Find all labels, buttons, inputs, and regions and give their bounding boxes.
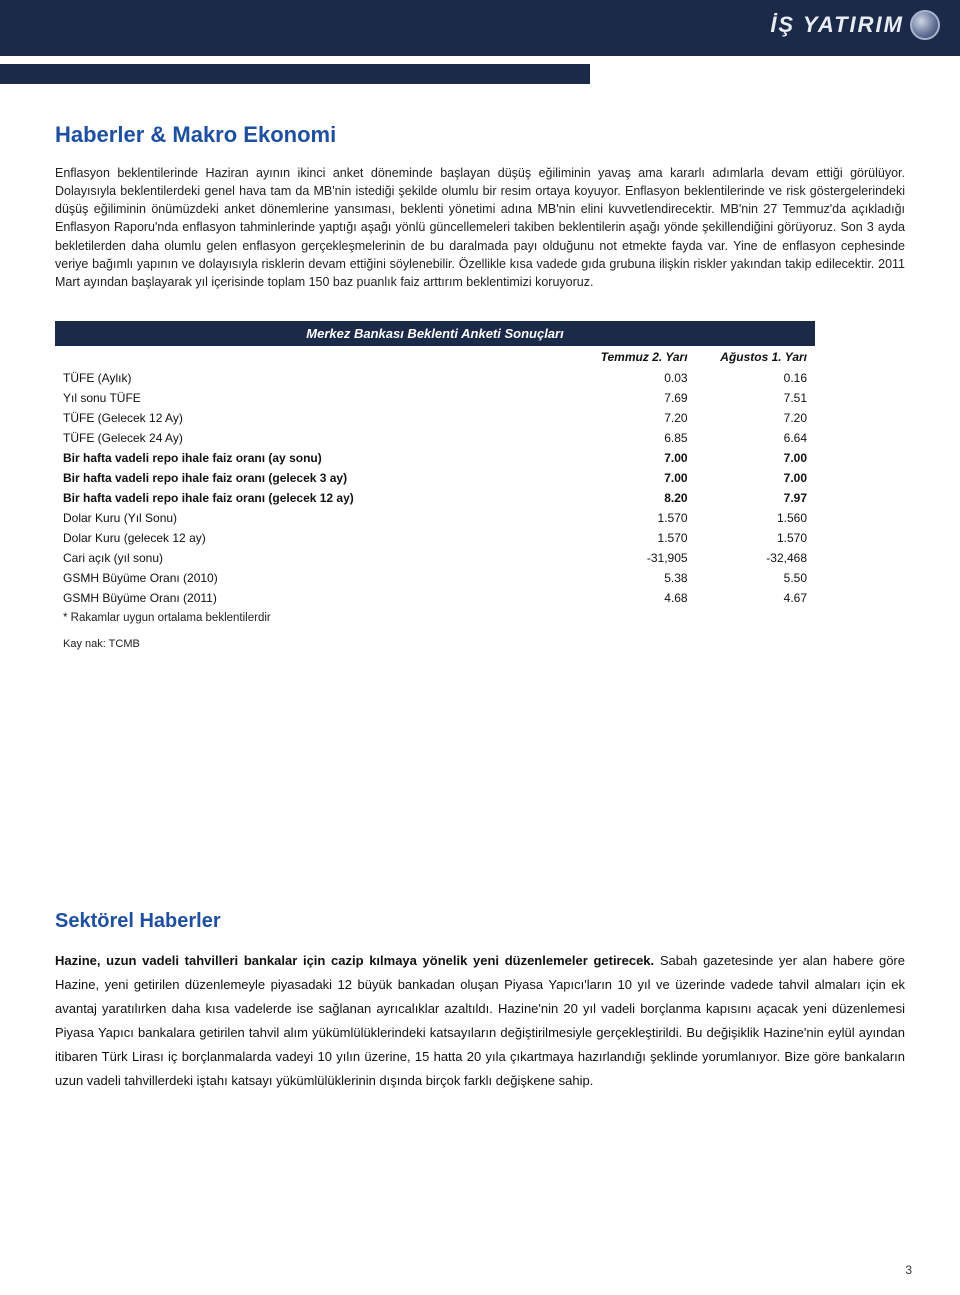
table-head-col2: Ağustos 1. Yarı [696,346,815,368]
row-label: Dolar Kuru (gelecek 12 ay) [55,528,576,548]
row-label: Bir hafta vadeli repo ihale faiz oranı (… [55,448,576,468]
row-value-2: 5.50 [696,568,815,588]
brand-globe-icon [910,10,940,40]
brand-logo: İŞ YATIRIM [770,10,940,40]
table-row: Bir hafta vadeli repo ihale faiz oranı (… [55,448,815,468]
section-title-makro: Haberler & Makro Ekonomi [55,122,905,148]
table-source: Kay nak: TCMB [55,628,905,650]
table-row: Bir hafta vadeli repo ihale faiz oranı (… [55,488,815,508]
table-title: Merkez Bankası Beklenti Anketi Sonuçları [55,321,815,346]
row-value-1: 1.570 [576,508,695,528]
row-value-1: 1.570 [576,528,695,548]
table-head-col1: Temmuz 2. Yarı [576,346,695,368]
table-row: TÜFE (Aylık)0.030.16 [55,368,815,388]
row-value-2: 7.51 [696,388,815,408]
table-body: TÜFE (Aylık)0.030.16Yıl sonu TÜFE7.697.5… [55,368,815,608]
row-label: TÜFE (Gelecek 12 Ay) [55,408,576,428]
sektorel-section: Sektörel Haberler Hazine, uzun vadeli ta… [55,910,905,1093]
page: İŞ YATIRIM Haberler & Makro Ekonomi Enfl… [0,0,960,1295]
sektorel-body: Hazine, uzun vadeli tahvilleri bankalar … [55,949,905,1093]
row-value-2: 6.64 [696,428,815,448]
table-row: Dolar Kuru (gelecek 12 ay)1.5701.570 [55,528,815,548]
row-label: TÜFE (Gelecek 24 Ay) [55,428,576,448]
table-row: GSMH Büyüme Oranı (2010)5.385.50 [55,568,815,588]
row-value-1: 4.68 [576,588,695,608]
row-value-2: 1.570 [696,528,815,548]
row-value-2: 7.97 [696,488,815,508]
row-value-1: 5.38 [576,568,695,588]
table-row: Cari açık (yıl sonu)-31,905-32,468 [55,548,815,568]
sektorel-lead: Hazine, uzun vadeli tahvilleri bankalar … [55,953,654,968]
row-label: GSMH Büyüme Oranı (2010) [55,568,576,588]
sub-header-bar [0,56,960,92]
row-value-1: 7.20 [576,408,695,428]
row-value-1: 7.00 [576,468,695,488]
row-value-1: 7.69 [576,388,695,408]
page-number: 3 [905,1263,912,1277]
makro-body: Enflasyon beklentilerinde Haziran ayının… [55,164,905,291]
table-row: Yıl sonu TÜFE7.697.51 [55,388,815,408]
table-head-empty [55,346,576,368]
sektorel-text: Sabah gazetesinde yer alan habere göre H… [55,953,905,1088]
row-value-2: 1.560 [696,508,815,528]
row-value-2: 7.00 [696,468,815,488]
row-value-1: -31,905 [576,548,695,568]
row-label: Yıl sonu TÜFE [55,388,576,408]
table-row: TÜFE (Gelecek 24 Ay)6.856.64 [55,428,815,448]
survey-table-wrap: Merkez Bankası Beklenti Anketi Sonuçları… [55,321,905,650]
table-row: Dolar Kuru (Yıl Sonu)1.5701.560 [55,508,815,528]
row-value-2: 7.00 [696,448,815,468]
row-value-1: 7.00 [576,448,695,468]
header-bar: İŞ YATIRIM [0,0,960,56]
row-value-1: 6.85 [576,428,695,448]
table-footnote: * Rakamlar uygun ortalama beklentilerdir [55,608,905,628]
survey-table: Merkez Bankası Beklenti Anketi Sonuçları… [55,321,815,608]
table-row: Bir hafta vadeli repo ihale faiz oranı (… [55,468,815,488]
row-value-1: 0.03 [576,368,695,388]
row-label: TÜFE (Aylık) [55,368,576,388]
row-value-2: 4.67 [696,588,815,608]
row-label: Bir hafta vadeli repo ihale faiz oranı (… [55,468,576,488]
content: Haberler & Makro Ekonomi Enflasyon bekle… [0,92,960,1133]
row-value-2: 0.16 [696,368,815,388]
row-label: Cari açık (yıl sonu) [55,548,576,568]
row-label: GSMH Büyüme Oranı (2011) [55,588,576,608]
sub-header-stripe [0,64,590,84]
table-row: TÜFE (Gelecek 12 Ay)7.207.20 [55,408,815,428]
row-label: Bir hafta vadeli repo ihale faiz oranı (… [55,488,576,508]
brand-text: İŞ YATIRIM [770,12,904,38]
row-label: Dolar Kuru (Yıl Sonu) [55,508,576,528]
table-row: GSMH Büyüme Oranı (2011)4.684.67 [55,588,815,608]
row-value-2: 7.20 [696,408,815,428]
row-value-1: 8.20 [576,488,695,508]
section-title-sektorel: Sektörel Haberler [55,910,905,933]
row-value-2: -32,468 [696,548,815,568]
